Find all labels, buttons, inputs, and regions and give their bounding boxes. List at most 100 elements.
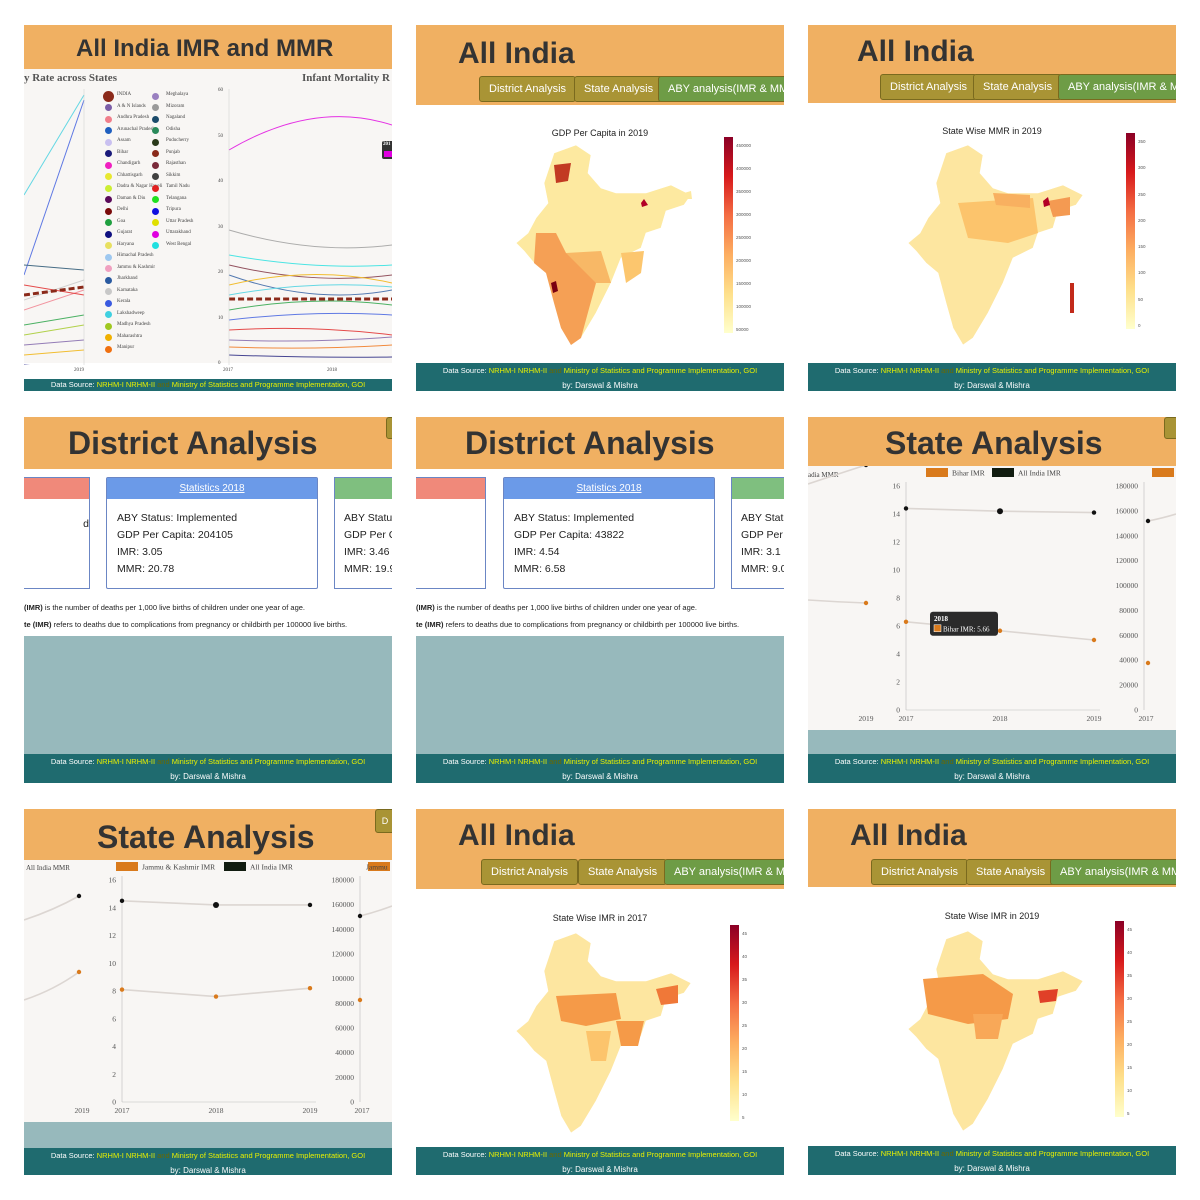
card-header-link[interactable]: Statistics 2018 [107, 478, 317, 499]
link-nrhm-1[interactable]: NRHM-I [96, 380, 124, 389]
legend-item[interactable]: Chandigarh [117, 161, 141, 166]
legend-item[interactable]: Nagaland [166, 115, 186, 120]
state-analysis-button[interactable]: State Analysis [578, 859, 668, 885]
data-point[interactable] [1145, 660, 1151, 666]
data-point[interactable] [1091, 637, 1097, 643]
data-point[interactable] [1145, 518, 1151, 524]
legend-item[interactable]: West Bengal [166, 241, 192, 247]
legend-item[interactable]: Himachal Pradesh [117, 253, 154, 258]
data-point[interactable] [903, 619, 909, 624]
district-analysis-button[interactable]: District Analysis [871, 859, 969, 885]
link-nrhm-1[interactable]: NRHM-I [488, 757, 516, 766]
data-point[interactable] [213, 994, 219, 999]
data-point[interactable] [1091, 510, 1097, 515]
link-nrhm-2[interactable]: NRHM-II [517, 366, 548, 375]
legend-item[interactable]: Andhra Pradesh [117, 115, 150, 120]
legend-item[interactable]: Mizoram [166, 103, 185, 109]
data-point[interactable] [213, 901, 219, 908]
data-point[interactable] [357, 997, 363, 1003]
link-ministry[interactable]: Ministry of Statistics and Programme Imp… [171, 1151, 366, 1160]
legend-item[interactable]: Karnataka [117, 287, 138, 293]
link-ministry[interactable]: Ministry of Statistics and Programme Imp… [171, 380, 366, 389]
link-nrhm-1[interactable]: NRHM-I [488, 366, 516, 375]
state-analysis-button[interactable]: State Analysis [966, 859, 1056, 885]
link-nrhm-2[interactable]: NRHM-II [909, 366, 940, 375]
data-point[interactable] [997, 628, 1003, 633]
legend-item[interactable]: Haryana [117, 241, 134, 247]
legend-item[interactable]: Uttar Pradesh [166, 218, 194, 224]
legend-item[interactable]: Odisha [166, 126, 181, 132]
link-nrhm-2[interactable]: NRHM-II [517, 757, 548, 766]
legend-item[interactable]: Goa [117, 218, 126, 224]
legend-item[interactable]: Sikkim [166, 172, 181, 178]
link-nrhm-1[interactable]: NRHM-I [880, 1149, 908, 1158]
legend-item[interactable]: Dadra & Nagar Haveli [117, 184, 163, 189]
menu-button[interactable] [386, 417, 392, 439]
legend-item[interactable]: Madhya Pradesh [117, 322, 151, 327]
link-nrhm-1[interactable]: NRHM-I [880, 757, 908, 766]
district-analysis-button[interactable]: District Analysis [479, 76, 577, 102]
district-analysis-button[interactable]: District Analysis [481, 859, 579, 885]
legend-item[interactable]: Jharkhand [117, 276, 138, 281]
data-point[interactable] [307, 986, 313, 991]
legend-item[interactable]: INDIA [117, 92, 132, 97]
legend-item[interactable]: Lakshadweep [117, 310, 145, 316]
aby-analysis-button[interactable]: ABY analysis(IMR & M [1058, 74, 1176, 100]
state-analysis-button[interactable]: State Analysis [973, 74, 1063, 100]
link-ministry[interactable]: Ministry of Statistics and Programme Imp… [563, 366, 758, 375]
legend-label[interactable]: All India IMR [250, 863, 293, 872]
link-nrhm-1[interactable]: NRHM-I [488, 1150, 516, 1159]
legend-label[interactable]: Jammu & Kashmir IMR [142, 863, 215, 872]
legend-item[interactable]: Maharashtra [117, 333, 142, 339]
data-point[interactable] [863, 600, 869, 606]
legend-item[interactable]: Uttarakhand [166, 230, 191, 235]
legend-item[interactable]: Manipur [117, 345, 135, 350]
data-point[interactable] [76, 893, 82, 899]
legend-label[interactable]: Bihar IMR [952, 469, 985, 478]
link-nrhm-2[interactable]: NRHM-II [125, 380, 156, 389]
legend-item[interactable]: Punjab [166, 149, 180, 155]
legend-item[interactable]: Kerala [117, 299, 131, 304]
district-analysis-button[interactable]: District Analysis [880, 74, 978, 100]
link-ministry[interactable]: Ministry of Statistics and Programme Imp… [955, 366, 1150, 375]
data-point[interactable] [997, 508, 1003, 515]
state-analysis-button[interactable]: State Analysis [574, 76, 664, 102]
data-point[interactable] [864, 466, 868, 468]
link-nrhm-1[interactable]: NRHM-I [96, 757, 124, 766]
legend-item[interactable]: Telangana [166, 195, 187, 201]
link-nrhm-1[interactable]: NRHM-I [96, 1151, 124, 1160]
legend-item[interactable]: Delhi [117, 207, 129, 212]
legend-item[interactable]: Assam [117, 138, 131, 143]
data-point[interactable] [119, 987, 125, 992]
link-nrhm-2[interactable]: NRHM-II [125, 1151, 156, 1160]
aby-analysis-button[interactable]: ABY analysis(IMR & MM [1050, 859, 1176, 885]
link-ministry[interactable]: Ministry of Statistics and Programme Imp… [955, 1149, 1150, 1158]
data-point[interactable] [903, 506, 909, 511]
legend-item[interactable]: Arunachal Pradesh [117, 126, 155, 132]
link-ministry[interactable]: Ministry of Statistics and Programme Imp… [563, 757, 758, 766]
link-nrhm-2[interactable]: NRHM-II [517, 1150, 548, 1159]
aby-analysis-button[interactable]: ABY analysis(IMR & MN [664, 859, 784, 885]
legend-label[interactable]: All India IMR [1018, 469, 1061, 478]
card-header-link[interactable]: Statistics 2018 [504, 478, 714, 499]
legend-item[interactable]: Rajasthan [166, 161, 186, 166]
link-ministry[interactable]: Ministry of Statistics and Programme Imp… [171, 757, 366, 766]
link-nrhm-2[interactable]: NRHM-II [909, 1149, 940, 1158]
data-point[interactable] [307, 902, 313, 908]
link-ministry[interactable]: Ministry of Statistics and Programme Imp… [955, 757, 1150, 766]
data-point[interactable] [119, 898, 125, 904]
legend-item[interactable]: Chhattisgarh [117, 172, 143, 178]
data-point[interactable] [76, 969, 82, 975]
legend-item[interactable]: Tripura [166, 207, 181, 212]
legend-item[interactable]: Puducherry [166, 138, 190, 143]
legend-item[interactable]: Daman & Diu [117, 195, 146, 201]
data-point[interactable] [357, 913, 363, 919]
legend-item[interactable]: Bihar [117, 149, 129, 155]
link-nrhm-1[interactable]: NRHM-I [880, 366, 908, 375]
legend-item[interactable]: Jammu & Kashmir [117, 264, 156, 270]
legend-item[interactable]: Meghalaya [166, 92, 189, 97]
legend-item[interactable]: Tamil Nadu [166, 184, 190, 189]
legend-item[interactable]: A & N Islands [117, 103, 146, 109]
aby-analysis-button[interactable]: ABY analysis(IMR & MM [658, 76, 784, 102]
link-ministry[interactable]: Ministry of Statistics and Programme Imp… [563, 1150, 758, 1159]
